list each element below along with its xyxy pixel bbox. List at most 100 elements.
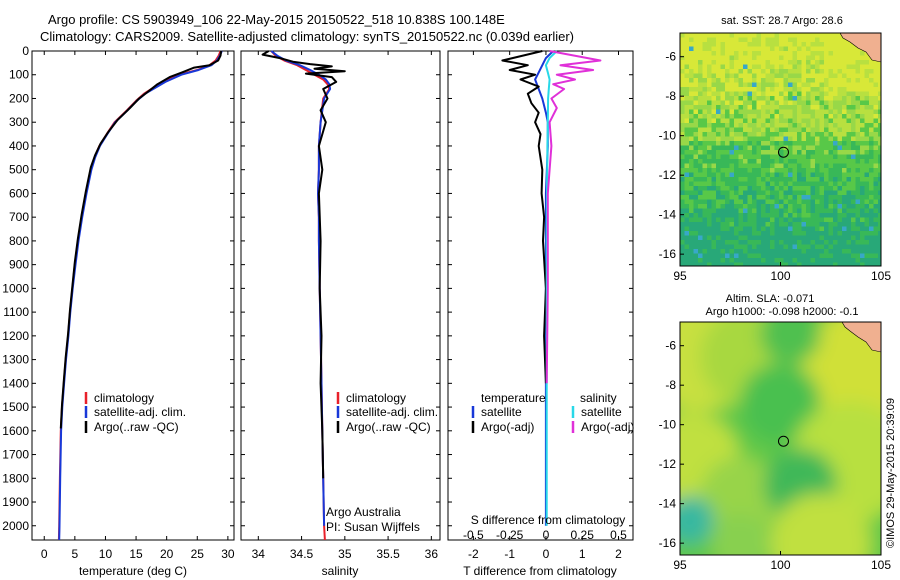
sst-cell (729, 51, 735, 56)
argo-australia-label: Argo Australia (326, 505, 401, 519)
sst-cell (774, 262, 780, 266)
sst-cell (792, 154, 798, 160)
temperature-series-argo-raw-qc- (59, 50, 223, 429)
sst-cell (747, 42, 753, 47)
sst-cell (707, 244, 712, 250)
sst-cell (770, 64, 775, 70)
sst-cell (837, 222, 843, 227)
sst-cell (788, 168, 793, 173)
sst-cell (684, 249, 690, 254)
sst-cell (729, 204, 735, 209)
sst-cell (801, 262, 807, 266)
sst-cell (684, 195, 690, 200)
sst-cell (711, 78, 717, 83)
sst-cell (833, 78, 838, 83)
sst-cell (873, 150, 879, 155)
sst-cell (756, 51, 762, 56)
sst-cell (878, 231, 881, 236)
sst-cell (819, 109, 825, 115)
sst-cell (801, 217, 807, 223)
sst-cell (770, 82, 775, 88)
sst-cell (828, 132, 834, 137)
sst-cell (860, 60, 865, 65)
sst-cell (702, 87, 708, 92)
sst-cell (729, 240, 735, 245)
sst-cell (833, 213, 838, 218)
sst-cell (810, 46, 816, 52)
sst-cell (707, 46, 712, 52)
sst-cell (824, 172, 829, 178)
temperature-xtick-label: 10 (99, 547, 113, 561)
sst-cell (752, 168, 757, 173)
sst-cell (828, 231, 834, 236)
sst-cell (698, 213, 703, 218)
sst-cell (711, 100, 717, 106)
sst-cell (734, 73, 739, 79)
sst-cell (729, 82, 735, 88)
sst-cell (855, 87, 861, 92)
sst-cell (729, 253, 735, 259)
sst-cell (716, 114, 721, 119)
sst-cell (729, 226, 735, 232)
sst-cell (747, 240, 753, 245)
sst-cell (801, 123, 807, 128)
sst-cell (779, 186, 784, 191)
sst-cell (770, 42, 775, 47)
sst-cell (842, 181, 847, 187)
sst-cell (684, 168, 690, 173)
sst-cell (729, 69, 735, 74)
sst-cell (833, 46, 838, 52)
sst-cell (711, 258, 717, 263)
sst-cell (815, 163, 820, 169)
sst-cell (792, 172, 798, 178)
sst-cell (770, 226, 775, 232)
sst-cell (774, 141, 780, 146)
sst-cell (828, 109, 834, 115)
sst-cell (797, 33, 802, 38)
sst-cell (828, 118, 834, 124)
sst-cell (680, 33, 685, 38)
sst-cell (761, 235, 766, 241)
sst-cell (806, 199, 811, 205)
sst-cell (729, 177, 735, 182)
sst-cell (797, 222, 802, 227)
sst-cell (864, 168, 870, 173)
sst-cell (779, 244, 784, 250)
sst-cell (725, 258, 730, 263)
sst-cell (855, 141, 861, 146)
salinity-xtick-label: 34.5 (290, 547, 314, 561)
sst-cell (680, 235, 685, 241)
sst-cell (689, 240, 694, 245)
sst-cell (788, 51, 793, 56)
sst-cell (752, 195, 757, 200)
sst-cell (774, 82, 780, 88)
sst-cell (716, 123, 721, 128)
sst-cell (842, 46, 847, 52)
sst-cell (842, 42, 847, 47)
sst-cell (702, 213, 708, 218)
sst-cell (824, 114, 829, 119)
sst-cell (743, 249, 748, 254)
sst-cell (855, 118, 861, 124)
sst-cell (770, 240, 775, 245)
sst-cell (720, 46, 726, 52)
sst-cell (707, 37, 712, 43)
sst-cell (837, 249, 843, 254)
sst-cell (756, 208, 762, 214)
sst-cell (846, 78, 852, 83)
sst-cell (855, 114, 861, 119)
sst-cell (747, 73, 753, 79)
sst-cell (689, 73, 694, 79)
sst-cell (698, 190, 703, 196)
sst-cell (851, 64, 856, 70)
sst-cell (720, 168, 726, 173)
sst-cell (752, 136, 757, 142)
sst-cell (788, 208, 793, 214)
sst-cell (693, 87, 699, 92)
sst-cell (819, 262, 825, 266)
sst-cell (855, 100, 861, 106)
sst-cell (765, 123, 771, 128)
sst-cell (774, 208, 780, 214)
sst-cell (747, 208, 753, 214)
sst-cell (810, 64, 816, 70)
